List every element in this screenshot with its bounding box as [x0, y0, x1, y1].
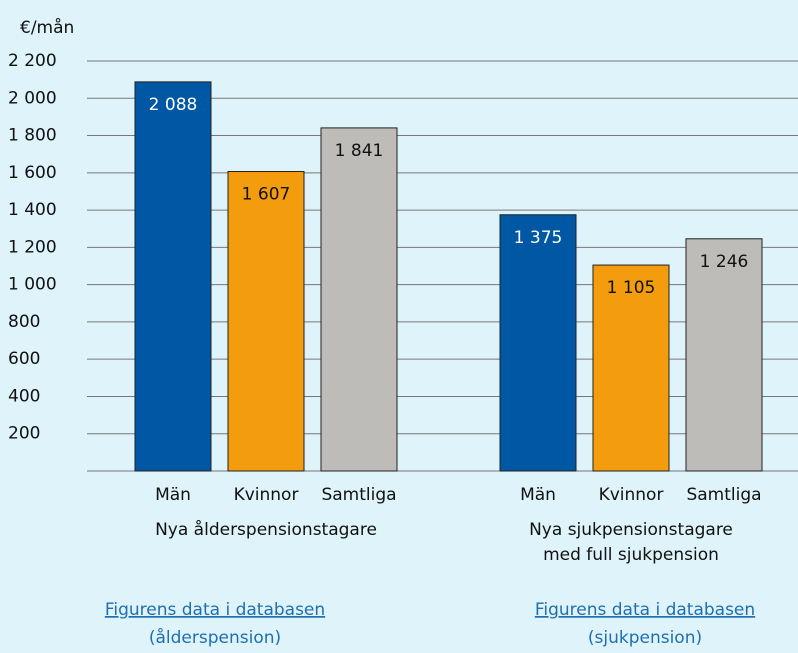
value-label: 1 375 [514, 228, 563, 248]
value-label: 1 105 [607, 278, 656, 298]
y-tick-label: 1 000 [8, 275, 57, 295]
y-tick-label: 1 600 [8, 163, 57, 183]
x-tick-label: Män [520, 485, 556, 505]
y-tick-label: 1 800 [8, 126, 57, 146]
bar [685, 238, 763, 472]
x-tick-label: Samtliga [686, 485, 761, 505]
link-subtext[interactable]: (sjukpension) [588, 628, 702, 648]
group-label: med full sjukpension [543, 545, 719, 565]
group-label: Nya sjukpensionstagare [529, 520, 733, 540]
bar [499, 214, 577, 472]
data-link[interactable]: Figurens data i databasen (sjukpension) [535, 600, 755, 648]
value-label: 1 841 [335, 141, 384, 161]
link-subtext[interactable]: (ålderspension) [149, 627, 281, 648]
x-tick-label: Kvinnor [234, 485, 299, 505]
y-tick-label: 2 200 [8, 51, 57, 71]
x-tick-label: Samtliga [321, 485, 396, 505]
group-label: Nya ålderspensionstagare [155, 519, 377, 540]
y-axis-label: €/mån [20, 17, 74, 38]
bar [227, 171, 305, 472]
bar [320, 127, 398, 472]
y-tick-label: 200 [8, 424, 40, 444]
y-tick-label: 800 [8, 312, 40, 332]
y-tick-label: 600 [8, 349, 40, 369]
value-label: 1 246 [700, 252, 749, 272]
bar [592, 264, 670, 472]
y-tick-label: 2 000 [8, 88, 57, 108]
data-link[interactable]: Figurens data i databasen (ålderspension) [105, 600, 325, 648]
link-text[interactable]: Figurens data i databasen [535, 600, 755, 620]
value-label: 1 607 [242, 185, 291, 205]
x-tick-label: Kvinnor [599, 485, 664, 505]
x-tick-label: Män [155, 485, 191, 505]
bar [134, 81, 212, 472]
y-tick-label: 400 [8, 386, 40, 406]
y-tick-label: 1 200 [8, 237, 57, 257]
y-tick-label: 1 400 [8, 200, 57, 220]
link-text[interactable]: Figurens data i databasen [105, 600, 325, 620]
value-label: 2 088 [149, 95, 198, 115]
